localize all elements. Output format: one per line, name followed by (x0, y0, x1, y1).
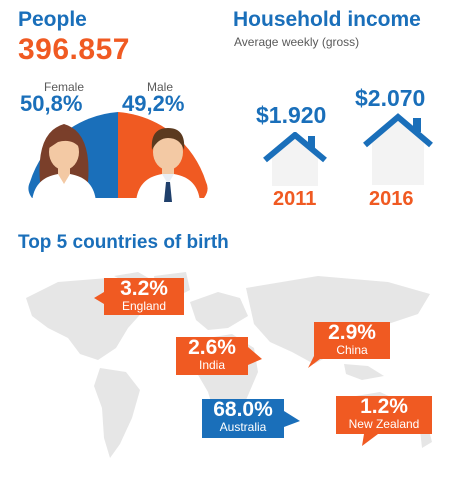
male-label: Male (147, 80, 174, 94)
female-avatar-icon (32, 124, 96, 202)
male-percentage: 49,2% (122, 91, 185, 116)
new-zealand-percentage: 1.2% (360, 395, 408, 418)
income-amount-2016: $2.070 (355, 85, 426, 111)
gender-split-graphic (18, 112, 218, 202)
australia-percentage: 68.0% (213, 398, 273, 421)
china-percentage: 2.9% (328, 321, 376, 344)
country-bubble-england: 3.2% England (94, 277, 184, 315)
country-bubble-china: 2.9% China (308, 321, 390, 368)
countries-of-birth-title: Top 5 countries of birth (18, 232, 229, 253)
new-zealand-label: New Zealand (348, 417, 420, 431)
india-label: India (198, 358, 226, 372)
year-2016-label: 2016 (369, 188, 414, 210)
house-icon-2011 (263, 132, 327, 186)
australia-label: Australia (219, 420, 267, 434)
income-amount-2011: $1.920 (256, 102, 327, 128)
female-label: Female (44, 80, 85, 94)
india-percentage: 2.6% (188, 336, 236, 359)
people-title: People (18, 8, 87, 31)
china-label: China (336, 343, 368, 357)
year-2011-label: 2011 (273, 188, 317, 210)
female-percentage: 50,8% (20, 91, 83, 116)
male-avatar-icon (136, 128, 200, 202)
people-count: 396.857 (18, 33, 130, 66)
household-income-title: Household income (233, 8, 421, 31)
house-icon-2016 (363, 113, 433, 185)
england-label: England (121, 299, 167, 313)
england-percentage: 3.2% (120, 277, 168, 300)
country-bubble-india: 2.6% India (176, 336, 262, 375)
country-bubble-australia: 68.0% Australia (202, 398, 300, 438)
household-income-subtitle: Average weekly (gross) (234, 35, 360, 49)
country-bubble-new-zealand: 1.2% New Zealand (336, 395, 432, 446)
